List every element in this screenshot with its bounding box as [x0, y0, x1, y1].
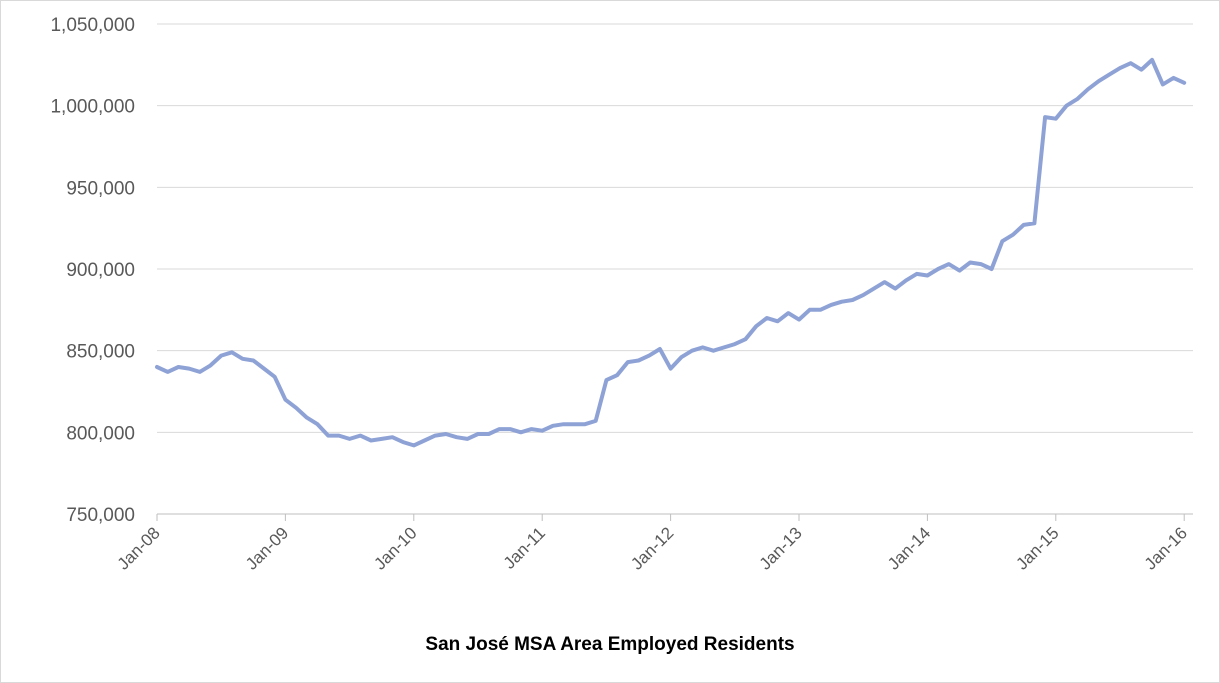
gridlines — [157, 23, 1193, 433]
y-tick-label: 950,000 — [66, 178, 135, 199]
chart-title: San José MSA Area Employed Residents — [425, 634, 795, 655]
x-tick-label: Jan-09 — [242, 523, 292, 573]
y-tick-label: 1,000,000 — [50, 97, 135, 118]
x-tick-label: Jan-14 — [884, 523, 934, 573]
y-tick-label: 900,000 — [66, 260, 135, 281]
x-tick-label: Jan-12 — [627, 523, 677, 573]
x-tick-label: Jan-10 — [370, 523, 420, 573]
x-tick-label: Jan-11 — [500, 523, 549, 572]
x-axis: Jan-08 Jan-09 Jan-10 Jan-11 Jan-12 Jan-13 Jan-… — [114, 513, 1193, 574]
series-line — [155, 57, 1187, 448]
y-tick-label: 850,000 — [66, 342, 135, 363]
y-axis-ticks: 750,000 800,000 850,000 900,000 950,000 1,000… — [50, 15, 135, 526]
series-group — [155, 57, 1187, 448]
x-tick-label: Jan-15 — [1012, 523, 1062, 573]
y-tick-label: 750,000 — [66, 505, 135, 526]
y-tick-label: 1,050,000 — [50, 15, 135, 36]
x-tick-label: Jan-16 — [1141, 523, 1191, 573]
x-tick-label: Jan-13 — [756, 523, 806, 573]
x-tick-label: Jan-08 — [114, 523, 164, 573]
y-tick-label: 800,000 — [66, 423, 135, 444]
